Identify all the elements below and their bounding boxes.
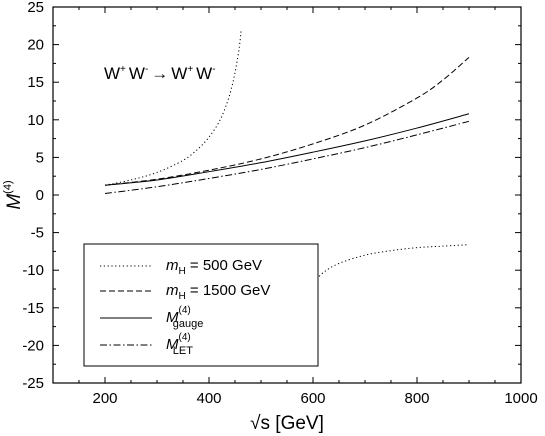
- ticks: [52, 6, 522, 384]
- x-tick-label: 1000: [504, 390, 537, 407]
- y-tick-label: -15: [22, 300, 44, 317]
- y-tick-label: 10: [27, 112, 44, 129]
- annot-w2: W: [129, 64, 145, 83]
- y-tick-label: -10: [22, 262, 44, 279]
- legend-label-3: M(4) gauge: [166, 305, 203, 330]
- legend-label-4-sup: (4): [179, 332, 191, 343]
- legend-label-3-sup: (4): [179, 305, 191, 316]
- legend-label-1-main: m: [166, 257, 179, 274]
- y-tick-label: 15: [27, 74, 44, 91]
- plot-lines: [104, 29, 470, 290]
- y-axis-title-sup: (4): [2, 180, 14, 193]
- x-tick-label: 200: [92, 390, 117, 407]
- y-tick-label: -25: [22, 375, 44, 392]
- annot-w3-sup: +: [187, 64, 193, 75]
- series-2-line-1: [104, 57, 470, 186]
- y-axis-title: M(4): [2, 180, 25, 209]
- y-tick-label: 20: [27, 37, 44, 54]
- annot-w3: W: [171, 64, 187, 83]
- legend-label-2-rest: = 1500 GeV: [186, 282, 271, 299]
- legend-label-4: M(4) LET: [166, 332, 193, 357]
- series-1-line-1: [104, 29, 242, 186]
- legend-label-1: mH = 500 GeV: [166, 257, 262, 277]
- x-tick-label: 400: [196, 390, 221, 407]
- annot-arrow: →: [151, 64, 168, 83]
- legend-label-2-main: m: [166, 282, 179, 299]
- legend-label-4-sub: LET: [173, 345, 193, 357]
- legend-label-2-sub: H: [179, 291, 186, 302]
- legend-label-4-main: M: [166, 336, 179, 353]
- y-tick-label: 5: [36, 149, 44, 166]
- series-1-line-2: [310, 244, 470, 290]
- annot-w4-sup: -: [212, 64, 215, 75]
- annot-w1: W: [104, 64, 120, 83]
- y-tick-label: -5: [31, 225, 44, 242]
- process-annotation: W+ W- → W+ W-: [104, 64, 216, 83]
- annot-w1-sup: +: [120, 64, 126, 75]
- y-tick-label: 0: [36, 187, 44, 204]
- series-4-line-1: [104, 120, 470, 194]
- legend-label-1-sub: H: [179, 266, 186, 277]
- legend-label-2: mH = 1500 GeV: [166, 282, 270, 302]
- y-tick-label: -20: [22, 337, 44, 354]
- legend-box: [83, 243, 319, 367]
- y-axis-title-main: M: [4, 194, 25, 210]
- x-tick-label: 600: [300, 390, 325, 407]
- x-tick-label: 800: [404, 390, 429, 407]
- series-3-line-1: [104, 113, 470, 186]
- legend-label-3-main: M: [166, 309, 179, 326]
- y-tick-label: 25: [27, 0, 44, 16]
- legend-label-1-rest: = 500 GeV: [186, 257, 262, 274]
- annot-w2-sup: -: [145, 64, 148, 75]
- annot-w4: W: [196, 64, 212, 83]
- tick-labels: 200 400 600 800 1000 -25 -20 -15 -10 -5 0 5 10 15 20 25: [22, 0, 537, 407]
- legend-label-3-sub: gauge: [173, 318, 204, 330]
- x-axis-title: √s [GeV]: [250, 413, 324, 434]
